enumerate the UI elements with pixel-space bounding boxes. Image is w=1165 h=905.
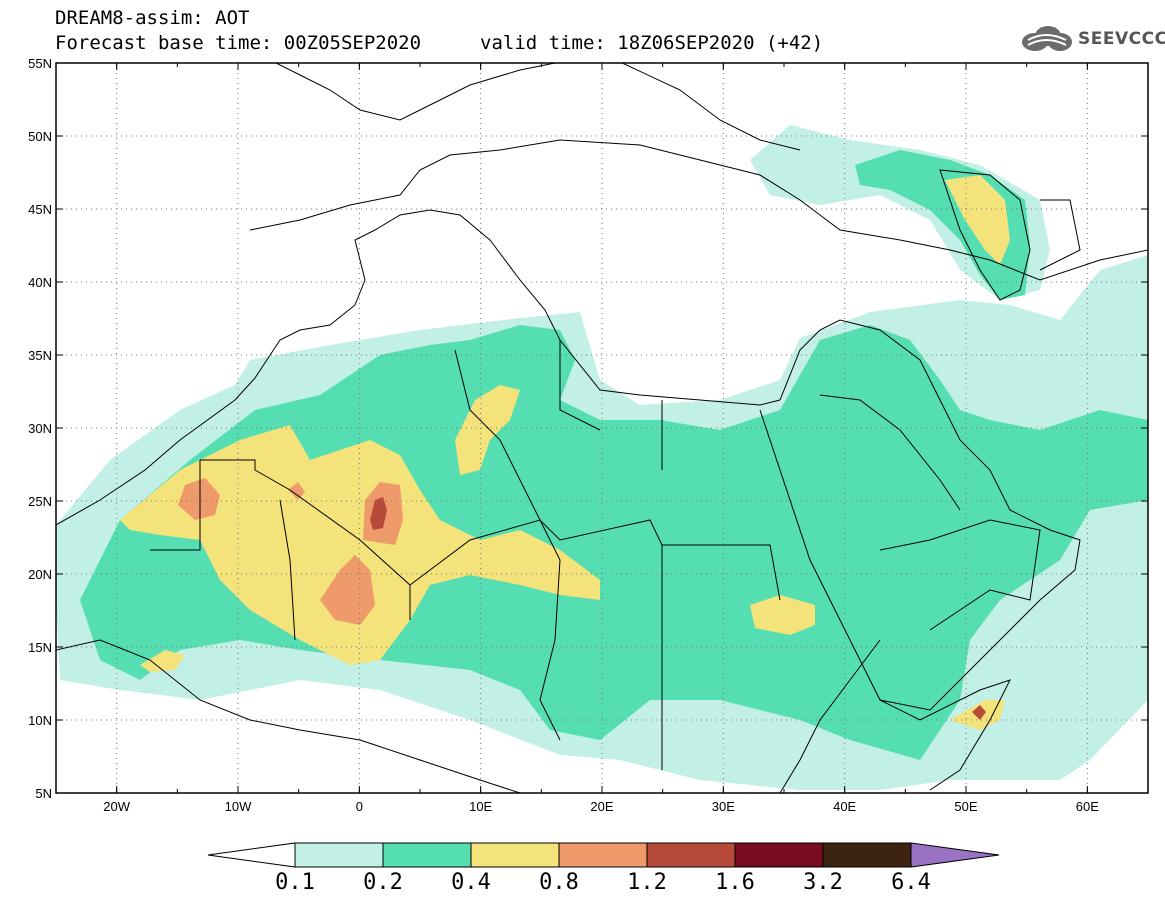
- logo-text: SEEVCCC: [1078, 29, 1165, 49]
- lat-tick-label: 15N: [28, 640, 52, 655]
- colorbar-label: 1.2: [627, 870, 667, 895]
- colorbar: [207, 842, 1000, 868]
- colorbar-low-arrow: [207, 842, 296, 868]
- aot-shading: [56, 125, 1148, 790]
- graticule: [56, 63, 1148, 793]
- aot-band-0.4-a: [455, 385, 520, 475]
- colorbar-label: 0.4: [451, 870, 491, 895]
- lat-tick-label: 35N: [28, 348, 52, 363]
- aot-band-0.4-e: [140, 650, 185, 672]
- aot-band-0.4: [120, 425, 600, 665]
- lat-tick-label: 45N: [28, 202, 52, 217]
- lat-tick-label: 50N: [28, 129, 52, 144]
- colorbar-segment: [734, 842, 824, 868]
- political-borders: [150, 199, 1081, 770]
- latitude-axis: 55N 50N 45N 40N 35N 30N 25N 20N 15N 10N 5N: [28, 56, 1148, 801]
- colorbar-label: 3.2: [803, 870, 843, 895]
- colorbar-segment: [382, 842, 472, 868]
- lat-tick-label: 5N: [35, 786, 52, 801]
- lat-tick-label: 55N: [28, 56, 52, 71]
- aot-band-0.4-b: [750, 595, 815, 635]
- lat-tick-label: 25N: [28, 494, 52, 509]
- lat-tick-label: 20N: [28, 567, 52, 582]
- lon-tick-label: 30E: [712, 799, 735, 814]
- colorbar-segment: [558, 842, 648, 868]
- colorbar-segment: [294, 842, 384, 868]
- map-title: DREAM8-assim: AOT: [55, 7, 250, 29]
- lat-tick-label: 30N: [28, 421, 52, 436]
- colorbar-label: 0.1: [275, 870, 315, 895]
- lat-tick-label: 10N: [28, 713, 52, 728]
- lon-tick-label: 20W: [103, 799, 130, 814]
- aot-band-1.2: [370, 497, 387, 530]
- colorbar-segment: [470, 842, 560, 868]
- lon-tick-label: 0: [356, 799, 363, 814]
- colorbar-label: 0.8: [539, 870, 579, 895]
- lat-tick-label: 40N: [28, 275, 52, 290]
- aot-band-0.4-c: [945, 175, 1010, 265]
- colorbar-segment: [822, 842, 912, 868]
- aot-band-0.8-d: [288, 482, 305, 500]
- lon-tick-label: 60E: [1076, 799, 1099, 814]
- colorbar-label: 6.4: [891, 870, 931, 895]
- aot-band-0.8: [178, 478, 220, 520]
- colorbar-label: 0.2: [363, 870, 403, 895]
- forecast-base-time: Forecast base time: 00Z05SEP2020: [55, 32, 422, 54]
- cloud-icon: [1022, 26, 1072, 51]
- aot-band-0.8-b: [320, 555, 375, 625]
- lon-tick-label: 20E: [590, 799, 613, 814]
- seevccc-logo: SEEVCCC: [1018, 24, 1165, 54]
- lon-tick-label: 40E: [833, 799, 856, 814]
- valid-time: valid time: 18Z06SEP2020 (+42): [480, 32, 824, 54]
- lon-tick-label: 10W: [225, 799, 252, 814]
- aot-band-1.2-b: [972, 705, 986, 720]
- coastlines: [56, 63, 1148, 793]
- lon-tick-label: 50E: [954, 799, 977, 814]
- longitude-axis: 20W 10W 0 10E 20E 30E 40E 50E 60E: [55, 63, 1149, 814]
- colorbar-segment: [646, 842, 736, 868]
- colorbar-label: 1.6: [715, 870, 755, 895]
- lon-tick-label: 10E: [469, 799, 492, 814]
- colorbar-high-arrow: [910, 842, 1000, 868]
